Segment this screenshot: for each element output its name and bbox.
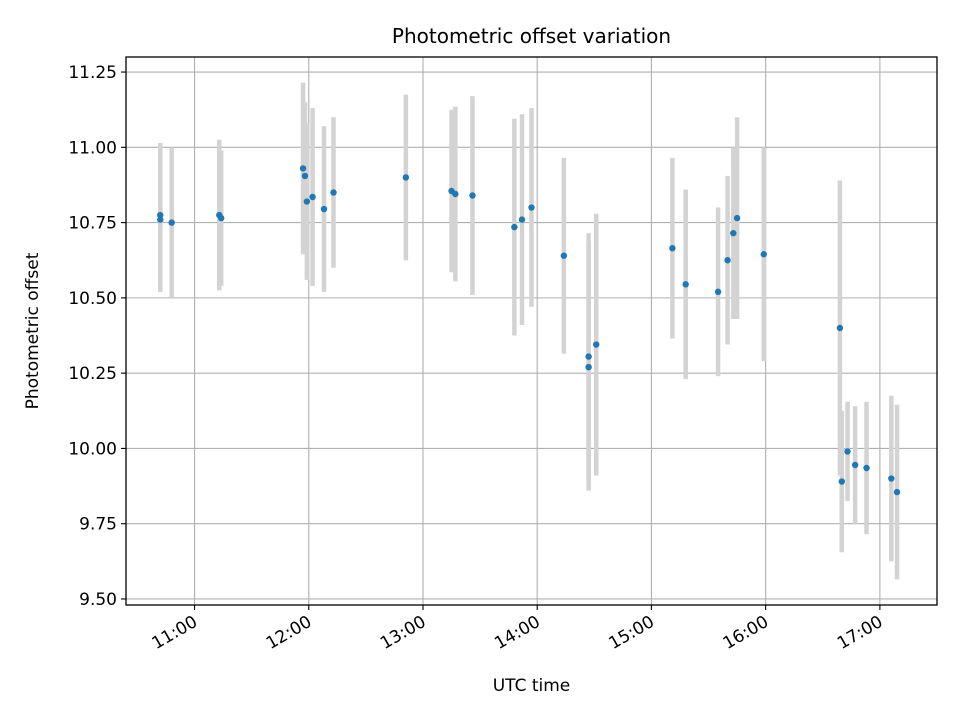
data-point — [838, 478, 846, 485]
y-tick-label: 10.75 — [68, 214, 117, 234]
data-point — [511, 223, 518, 231]
data-point — [888, 475, 895, 482]
data-point — [585, 363, 592, 371]
data-points — [157, 165, 901, 496]
x-axis-label: UTC time — [493, 676, 571, 696]
data-point — [168, 219, 175, 226]
data-point — [309, 193, 316, 201]
y-axis-ticks: 9.50 9.75 10.00 10.25 10.50 10.75 11.00 11.25 — [68, 63, 126, 610]
data-point — [851, 461, 859, 469]
data-point — [836, 324, 844, 332]
plot-frame — [125, 56, 938, 606]
data-point — [760, 251, 767, 258]
data-point — [301, 172, 309, 180]
data-point — [863, 464, 870, 472]
y-tick-label: 11.00 — [68, 138, 117, 158]
y-tick-label: 11.25 — [68, 63, 117, 83]
data-point — [730, 229, 737, 237]
chart-title: Photometric offset variation — [392, 24, 671, 48]
data-point — [217, 214, 225, 222]
y-tick-label: 9.50 — [79, 590, 117, 610]
data-point — [714, 288, 722, 296]
data-point — [593, 341, 600, 348]
data-point — [330, 189, 337, 196]
data-point — [157, 216, 164, 223]
data-point — [320, 205, 328, 213]
data-point — [518, 216, 526, 223]
data-point — [893, 488, 901, 496]
data-point — [669, 244, 676, 252]
data-point — [303, 198, 311, 205]
data-point — [528, 204, 535, 211]
y-tick-label: 10.25 — [68, 364, 117, 384]
data-point — [402, 174, 410, 181]
data-point — [724, 257, 731, 264]
data-point — [157, 211, 164, 219]
y-axis-label: Photometric offset — [23, 252, 43, 409]
data-point — [299, 165, 307, 172]
data-point — [733, 214, 741, 222]
data-point — [844, 448, 851, 455]
data-point — [682, 281, 689, 288]
data-point — [469, 192, 476, 199]
y-tick-label: 9.75 — [79, 515, 117, 535]
data-point — [560, 252, 568, 259]
data-point — [585, 353, 592, 360]
y-tick-label: 10.50 — [68, 289, 117, 309]
y-tick-label: 10.00 — [68, 439, 117, 459]
data-point — [452, 190, 459, 198]
